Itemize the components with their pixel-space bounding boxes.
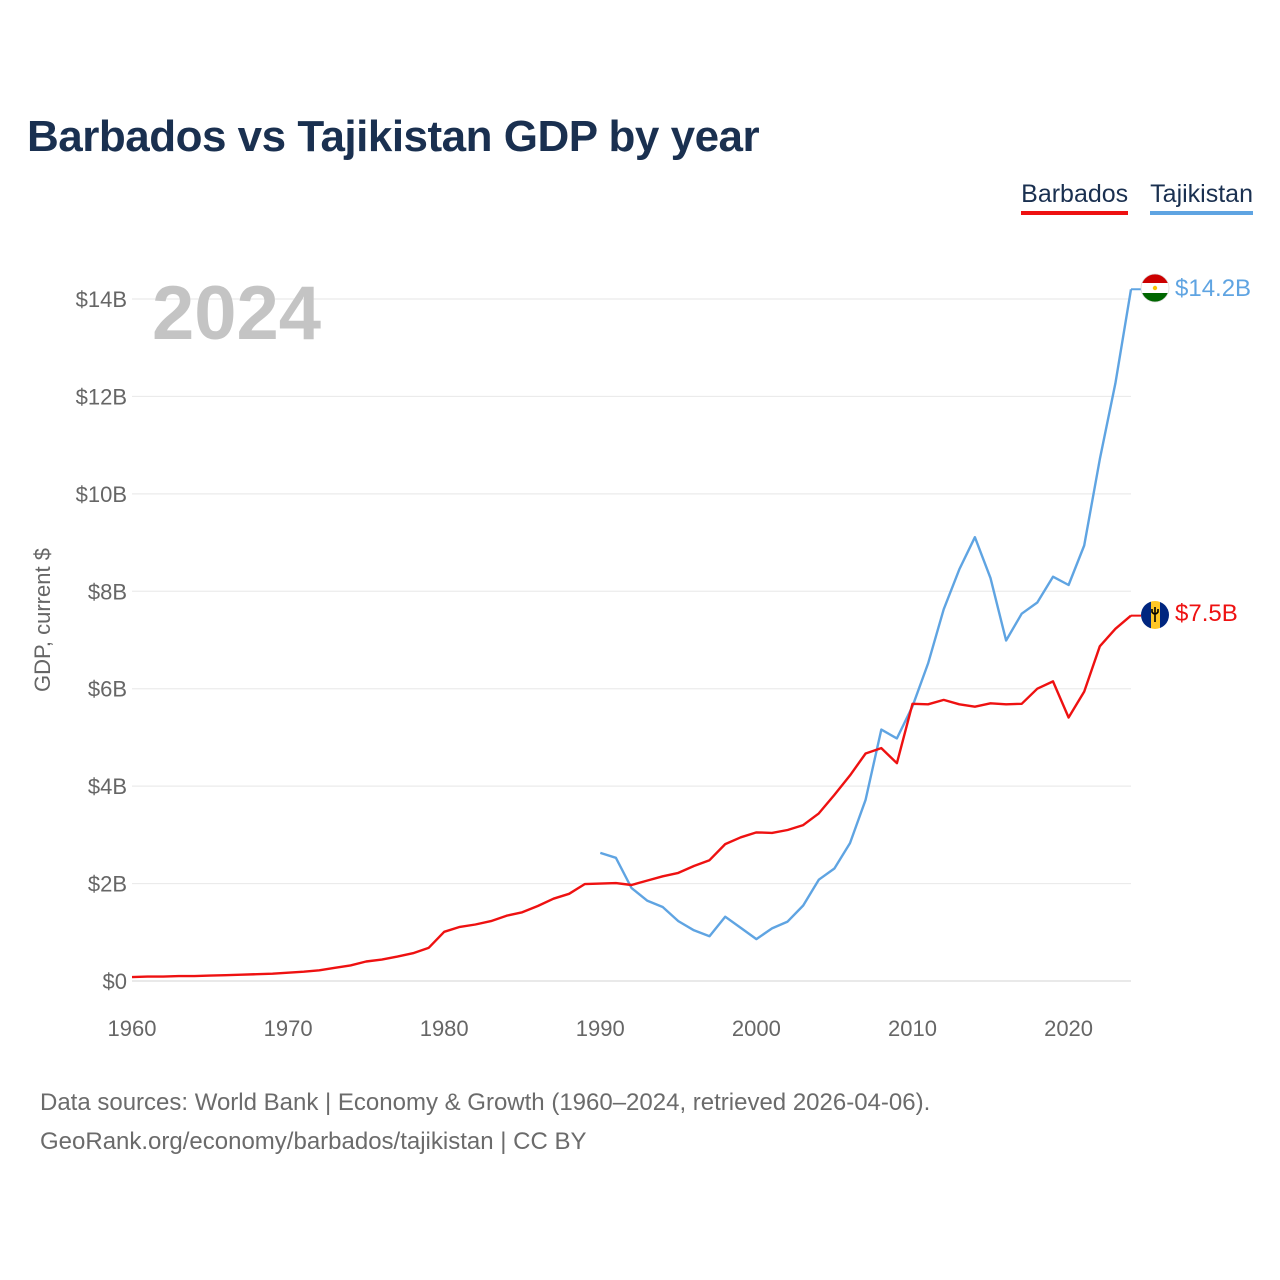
y-tick-label: $8B bbox=[88, 579, 127, 604]
series-line-tajikistan[interactable] bbox=[599, 289, 1133, 941]
x-tick-label: 2000 bbox=[732, 1016, 781, 1041]
x-tick-label: 1970 bbox=[264, 1016, 313, 1041]
x-tick-label: 1980 bbox=[420, 1016, 469, 1041]
y-axis: $0 $2B $4B $6B $8B $10B $12B $14B bbox=[76, 287, 127, 994]
x-tick-label: 2010 bbox=[888, 1016, 937, 1041]
y-tick-label: $4B bbox=[88, 774, 127, 799]
legend: Barbados Tajikistan bbox=[1021, 180, 1253, 215]
y-tick-label: $0 bbox=[103, 969, 127, 994]
legend-item-tajikistan[interactable]: Tajikistan bbox=[1150, 180, 1253, 215]
y-axis-label: GDP, current $ bbox=[30, 548, 55, 692]
y-tick-label: $12B bbox=[76, 384, 127, 409]
x-tick-label: 1960 bbox=[108, 1016, 157, 1041]
footer: Data sources: World Bank | Economy & Gro… bbox=[40, 1083, 930, 1161]
line-chart: $0$2B$4B$6B$8B$10B$12B$14B 1960 1970 1980 1… bbox=[30, 271, 1251, 1041]
y-tick-label: $6B bbox=[88, 677, 127, 702]
grid-lines bbox=[132, 298, 1131, 982]
series-lines bbox=[131, 288, 1141, 979]
series-line-barbados[interactable] bbox=[131, 614, 1132, 979]
barbados-flag-icon bbox=[1141, 601, 1169, 629]
tajikistan-flag-icon bbox=[1140, 273, 1170, 303]
x-axis: 1960 1970 1980 1990 2000 2010 2020 bbox=[108, 1016, 1094, 1041]
x-tick-label: 1990 bbox=[576, 1016, 625, 1041]
barbados-end-value: $7.5B bbox=[1175, 600, 1238, 627]
data-sources: Data sources: World Bank | Economy & Gro… bbox=[40, 1089, 931, 1116]
y-tick-label: $2B bbox=[88, 872, 127, 897]
chart-title: Barbados vs Tajikistan GDP by year bbox=[27, 112, 760, 161]
legend-item-barbados[interactable]: Barbados bbox=[1021, 180, 1129, 215]
year-label: 2024 bbox=[152, 271, 321, 356]
x-tick-label: 2020 bbox=[1044, 1016, 1093, 1041]
tajikistan-end-value: $14.2B bbox=[1175, 275, 1251, 302]
credit-link[interactable]: GeoRank.org/economy/barbados/tajikistan … bbox=[40, 1128, 587, 1155]
y-tick-label: $14B bbox=[76, 287, 127, 312]
y-tick-label: $10B bbox=[76, 482, 127, 507]
